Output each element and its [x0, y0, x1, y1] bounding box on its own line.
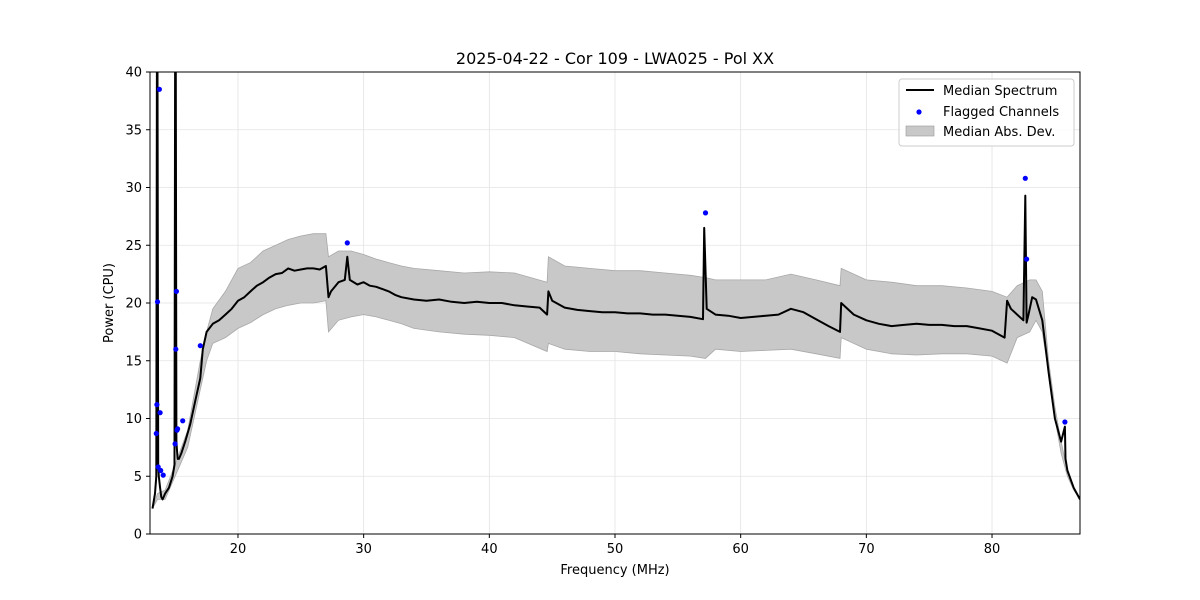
y-tick-label: 35 [125, 123, 142, 138]
x-tick-label: 60 [732, 542, 749, 557]
mad-band [152, 233, 1080, 509]
x-tick-label: 30 [355, 542, 372, 557]
y-axis-label: Power (CPU) [102, 263, 117, 343]
x-tick-label: 20 [230, 542, 247, 557]
legend-patch-swatch [905, 125, 935, 137]
flagged-channel-point [175, 426, 181, 432]
flagged-channel-point [172, 441, 178, 447]
flagged-channel-point [158, 467, 164, 474]
x-tick-label: 70 [858, 542, 875, 557]
x-tick-label: 50 [607, 542, 624, 557]
legend-label-flagged-channels: Flagged Channels [943, 105, 1059, 120]
axis-ticks: 20 30 40 50 60 70 80 0 5 10 15 20 25 30 35 40 [125, 66, 1000, 558]
y-tick-label: 40 [125, 66, 142, 81]
x-axis-label: Frequency (MHz) [560, 563, 669, 578]
flagged-channel-point [1024, 256, 1030, 262]
legend-label-median-abs-dev: Median Abs. Dev. [943, 125, 1055, 140]
median-line-layer [151, 72, 1080, 509]
flagged-channel-point [197, 343, 203, 349]
legend-label-median-spectrum: Median Spectrum [943, 84, 1057, 99]
x-tick-label: 40 [481, 542, 498, 557]
y-tick-label: 10 [125, 412, 142, 427]
y-tick-label: 5 [134, 470, 142, 485]
y-tick-label: 25 [125, 239, 142, 254]
y-tick-label: 15 [125, 354, 142, 369]
flagged-channel-point [173, 288, 179, 294]
flagged-channel-point [153, 430, 159, 437]
flagged-channel-point [160, 472, 166, 478]
flagged-points-layer [153, 86, 1068, 478]
flagged-channel-point [156, 86, 162, 92]
flagged-channel-point [154, 402, 160, 408]
flagged-channel-point [154, 299, 161, 305]
legend: Median Spectrum Flagged Channels Median … [898, 78, 1075, 147]
y-tick-label: 0 [134, 528, 142, 543]
flagged-channel-point [702, 210, 709, 216]
flagged-channel-point [157, 410, 163, 416]
flagged-channel-point [173, 346, 179, 352]
y-tick-label: 30 [125, 181, 142, 196]
flagged-channel-point [344, 240, 350, 246]
legend-box [898, 78, 1075, 147]
y-tick-label: 20 [125, 297, 142, 312]
flagged-channel-point [1022, 175, 1028, 181]
legend-marker-swatch [916, 109, 922, 115]
median-spectrum-line [151, 72, 1080, 509]
x-tick-label: 80 [984, 542, 1001, 557]
flagged-channel-point [180, 418, 186, 424]
chart-title: 2025-04-22 - Cor 109 - LWA025 - Pol XX [456, 49, 774, 68]
flagged-channel-point [1062, 419, 1068, 425]
mad-band-layer [152, 233, 1080, 509]
